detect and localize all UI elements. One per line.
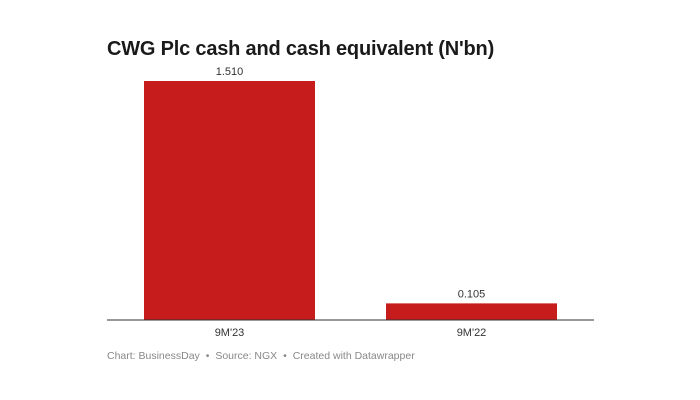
- chart-footer: Chart: BusinessDay • Source: NGX • Creat…: [107, 350, 415, 362]
- bar-1: [386, 303, 557, 320]
- labels-layer: 1.510 9M'23 0.105 9M'22: [215, 66, 487, 339]
- chart-title: CWG Plc cash and cash equivalent (N'bn): [107, 38, 495, 60]
- footer-separator: •: [205, 350, 210, 362]
- footer-separator: •: [283, 350, 287, 362]
- x-tick-label: 9M'22: [457, 327, 487, 339]
- bar-value-label: 0.105: [458, 288, 486, 300]
- bar-0: [144, 81, 315, 320]
- chart-created-with: Created with Datawrapper: [292, 350, 415, 362]
- bars-layer: [144, 81, 557, 320]
- bar-value-label: 1.510: [216, 66, 244, 78]
- chart-credit: Chart: BusinessDay: [107, 350, 200, 362]
- chart-source: Source: NGX: [215, 350, 278, 362]
- x-tick-label: 9M'23: [215, 327, 245, 339]
